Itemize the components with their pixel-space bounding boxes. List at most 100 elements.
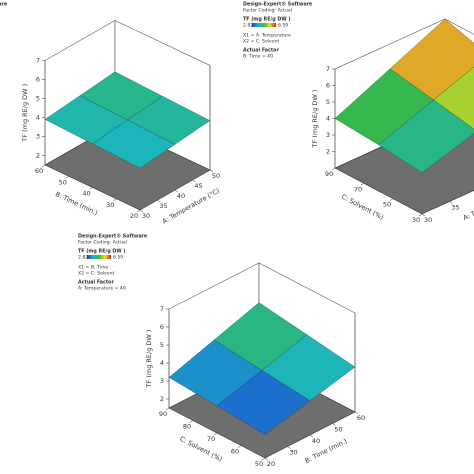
z-tick-label: 7	[326, 65, 330, 73]
surface-plot: 303540455030507090234567A: Temperature (…	[243, 2, 474, 224]
y-tick	[237, 445, 242, 448]
y-tick	[65, 176, 69, 179]
z-tick-label: 4	[160, 359, 164, 367]
y-tick	[136, 209, 141, 213]
x-tick-label: 60	[357, 414, 365, 422]
colorbar	[87, 255, 111, 259]
x-tick-label: 50	[334, 426, 342, 434]
y-tick-label: 40	[82, 190, 90, 198]
y-tick-label: 20	[130, 212, 138, 220]
y-axis-label: C: Solvent (%)	[179, 435, 224, 464]
x-tick	[157, 199, 161, 203]
surface-cell	[92, 119, 176, 169]
y-tick	[89, 187, 93, 190]
legend-x2: X2 = C: Solvent	[78, 271, 115, 277]
z-tick-label: 3	[326, 131, 330, 139]
legend-actual: A: Temperature = 40	[78, 286, 126, 292]
z-tick-label: 6	[326, 82, 330, 90]
x-tick	[139, 209, 144, 213]
legend-software: Design-Expert® Software	[243, 2, 313, 8]
legend-actual-title: Actual Factor	[78, 280, 114, 286]
x-tick-label: 45	[194, 182, 202, 190]
z-axis-label: TF (mg RE/g DW )	[311, 90, 319, 149]
y-tick-label: 80	[183, 423, 191, 431]
y-tick	[418, 213, 423, 217]
legend-actual-title: Actual Factor	[243, 48, 279, 54]
legend-actual: B: Time = 40	[243, 54, 273, 60]
colorbar-low: 2.82	[78, 255, 88, 261]
y-tick-label: 50	[255, 460, 263, 468]
colorbar-high: 6.59	[278, 23, 288, 29]
surface-plot: 20 30 40 50 60 50 60 70 80 90 2 3 4 5 6 7 B: Time (min.)…	[78, 234, 365, 469]
x-tick	[209, 169, 214, 173]
x-tick-label: 30	[289, 449, 297, 457]
x-tick	[449, 201, 453, 204]
x-tick-label: 40	[312, 437, 320, 445]
z-tick-label: 6	[36, 76, 40, 84]
x-tick	[354, 411, 359, 415]
z-tick-label: 7	[160, 305, 164, 313]
y-axis-label: B: Time (min.)	[54, 190, 99, 217]
colorbar-high: 6.59	[113, 255, 123, 261]
legend-software: Design-Expert® Software	[0, 2, 8, 8]
z-tick-label: 5	[326, 98, 330, 106]
z-axis-label: TF (mg RE/g DW )	[21, 84, 29, 143]
legend-software: Design-Expert® Software	[78, 234, 148, 240]
colorbar	[252, 23, 276, 27]
x-tick	[332, 423, 336, 426]
y-tick	[331, 167, 336, 171]
x-tick	[264, 457, 269, 461]
x-tick-label: 35	[159, 202, 167, 210]
x-tick	[309, 434, 314, 438]
y-tick	[389, 198, 394, 201]
y-tick	[213, 432, 218, 436]
surface-cell	[216, 370, 311, 435]
y-tick-label: 60	[231, 448, 239, 456]
z-tick-label: 4	[326, 115, 330, 123]
x-tick-label: 30	[424, 216, 432, 224]
x-tick-label: 35	[451, 204, 459, 212]
z-tick-label: 4	[36, 114, 40, 122]
z-tick-label: 2	[326, 148, 330, 156]
legend-coding: Factor Coding: Actual	[243, 8, 292, 14]
z-tick-label: 2	[36, 152, 40, 160]
z-tick-label: 5	[160, 341, 164, 349]
y-axis-label: C: Solvent (%)	[340, 193, 385, 222]
legend-response: TF (mg RE/g DW )	[78, 249, 125, 255]
legend-coding: Factor Coding: Actual	[78, 240, 127, 246]
x-axis-label: B: Time (min.)	[304, 437, 349, 465]
x-tick	[174, 189, 179, 193]
y-tick-label: 30	[412, 216, 420, 224]
x-tick-label: 40	[177, 192, 185, 200]
z-tick-label: 5	[36, 95, 40, 103]
y-tick-label: 70	[207, 435, 215, 443]
z-tick-label: 7	[36, 57, 40, 65]
legend-x1: X1 = B: Time	[78, 265, 108, 271]
x-tick-label: 20	[267, 460, 275, 468]
y-tick-label: 70	[354, 185, 362, 193]
legend-x2: X2 = C: Solvent	[243, 39, 280, 45]
z-axis-label: TF (mg RE/g DW )	[145, 330, 153, 389]
y-tick	[165, 407, 170, 411]
y-tick-label: 50	[383, 201, 391, 209]
y-tick-label: 60	[35, 167, 43, 175]
y-tick	[261, 457, 266, 461]
x-tick-label: 30	[142, 212, 150, 220]
y-tick	[360, 183, 365, 186]
x-tick	[421, 213, 426, 217]
y-tick-label: 30	[106, 201, 114, 209]
x-tick-label: 50	[212, 172, 220, 180]
y-tick-label: 50	[59, 178, 67, 186]
y-tick	[113, 198, 117, 201]
z-tick-label: 6	[160, 323, 164, 331]
z-tick-label: 3	[36, 133, 40, 141]
colorbar-low: 2.82	[243, 23, 253, 29]
x-tick	[287, 446, 291, 449]
z-tick-label: 3	[160, 377, 164, 385]
y-tick	[189, 420, 194, 423]
x-tick	[192, 179, 196, 183]
z-tick-label: 2	[160, 395, 164, 403]
legend-response: TF (mg RE/g DW )	[243, 17, 290, 23]
